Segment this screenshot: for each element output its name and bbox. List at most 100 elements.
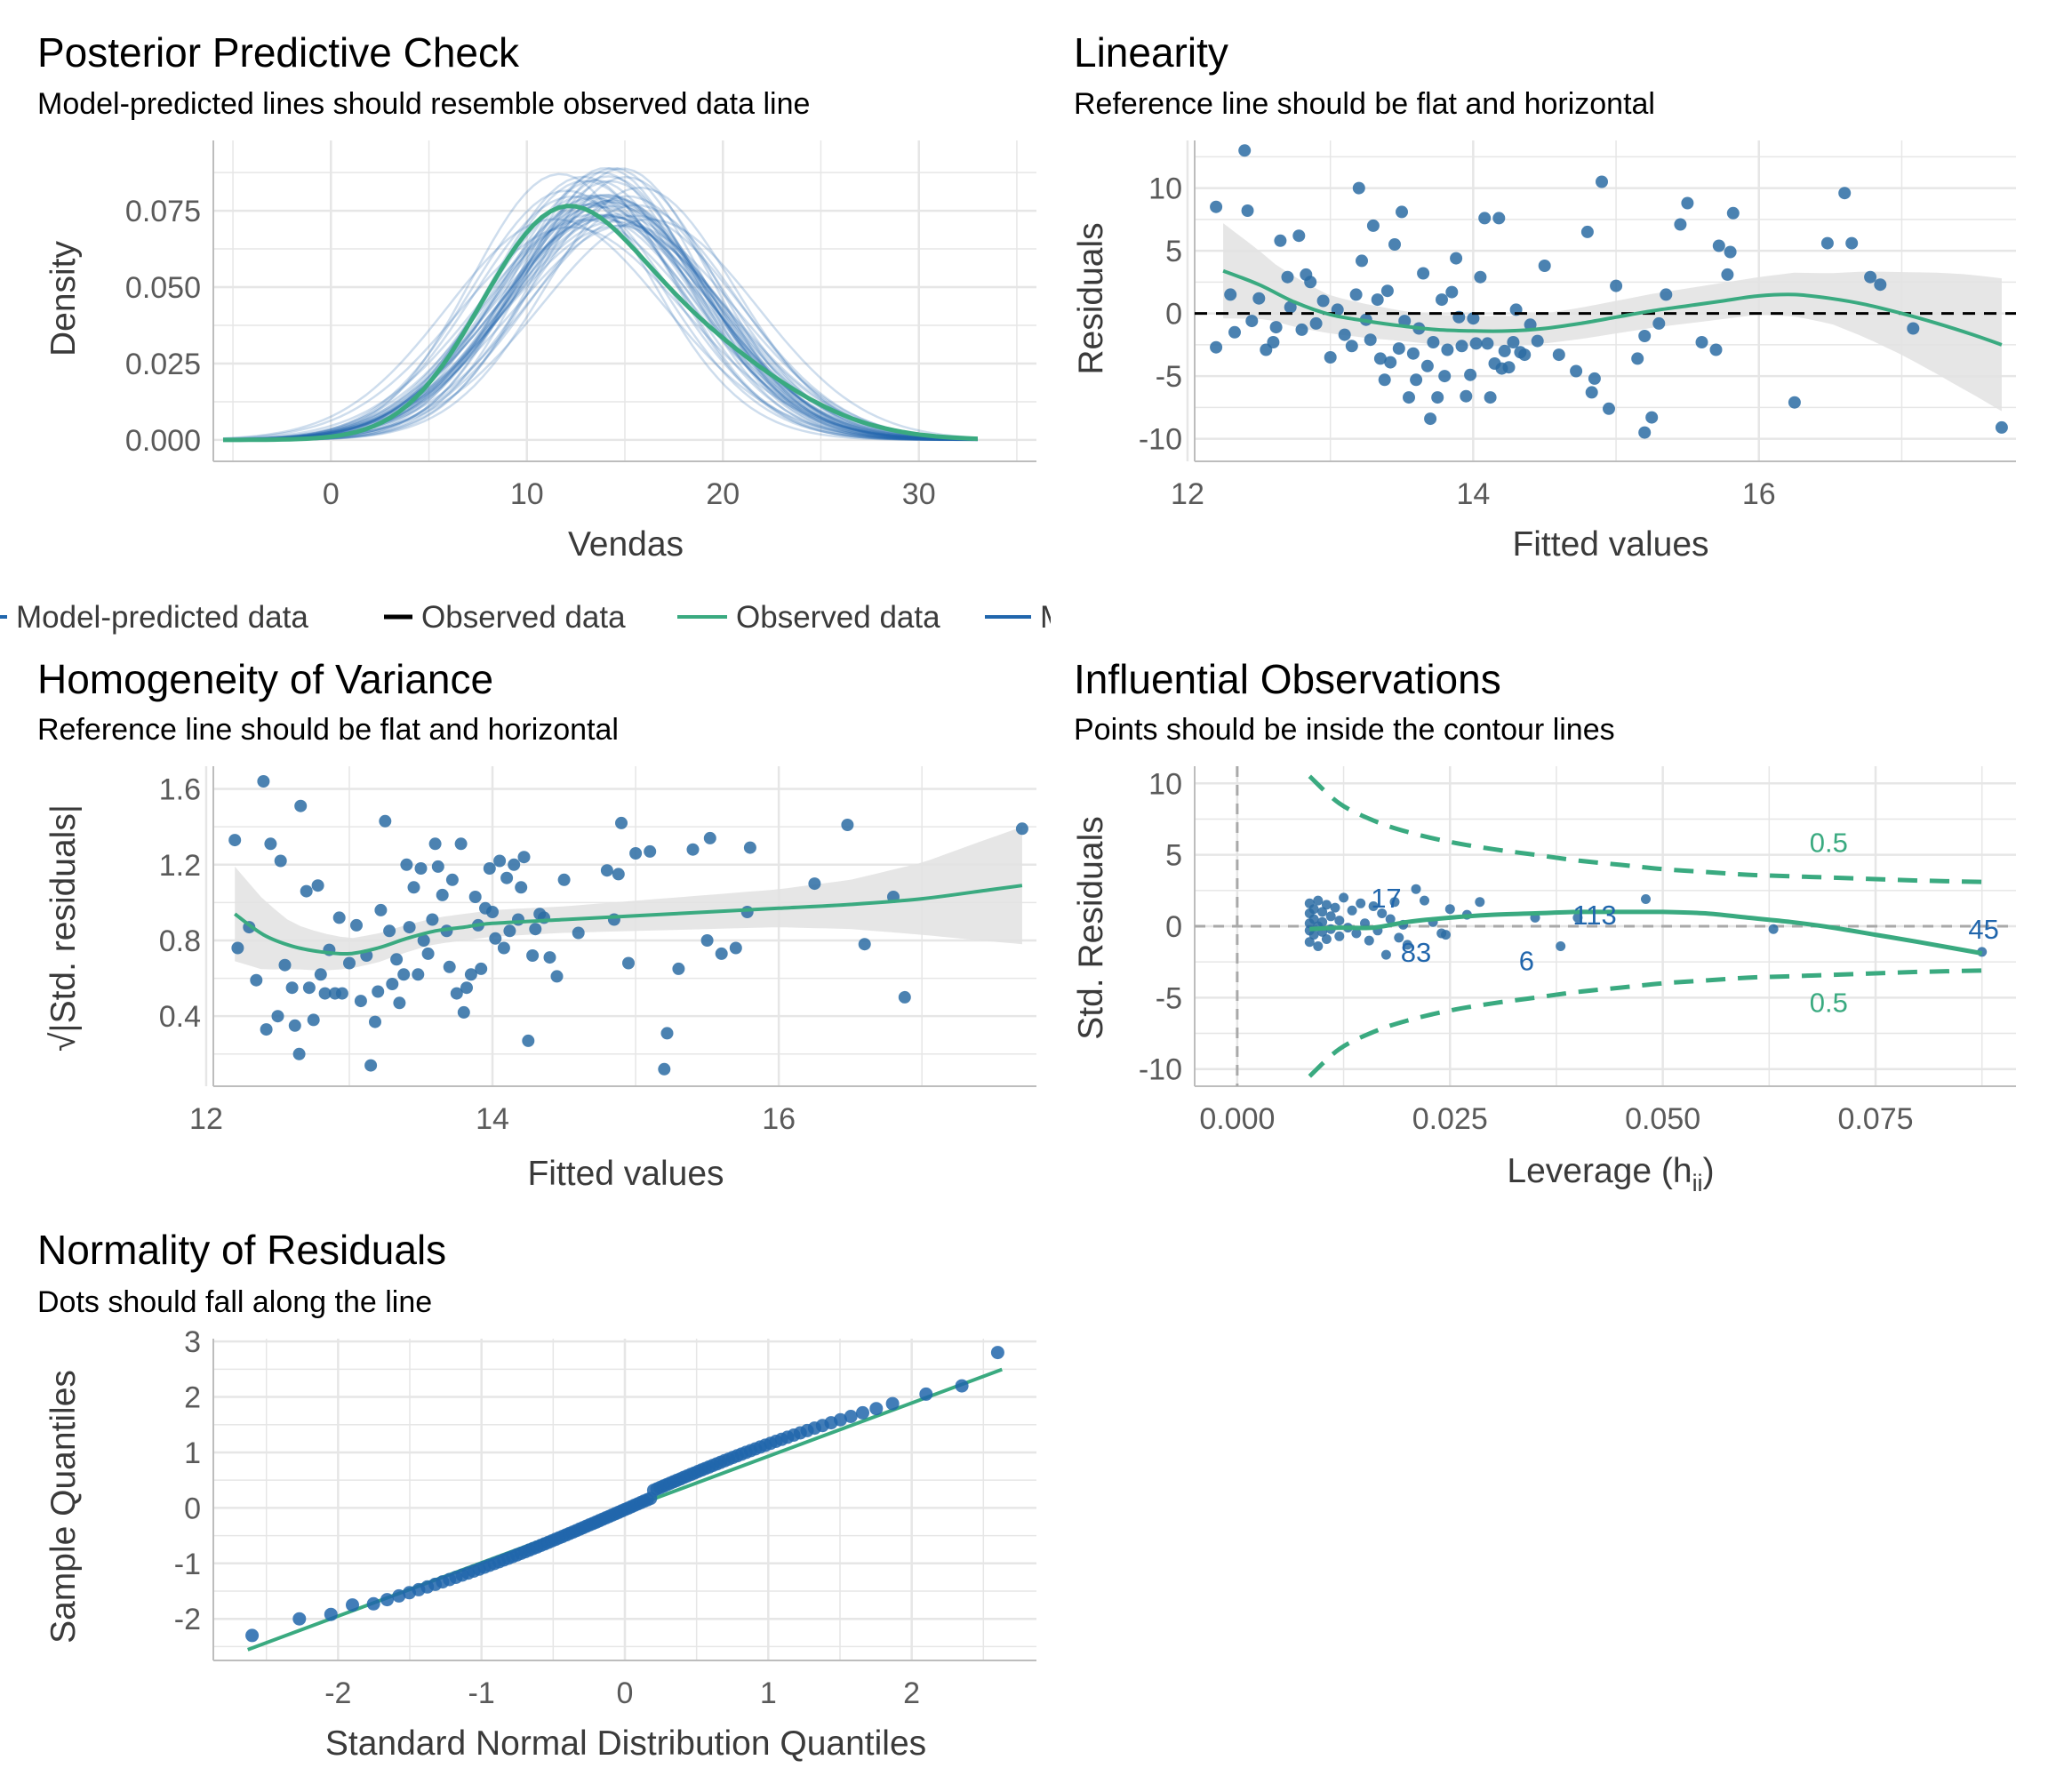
contour-label-lower: 0.5 (1810, 987, 1848, 1018)
qq-sample-point (856, 1405, 869, 1420)
scale-location-point (431, 860, 444, 873)
scale-location-point (403, 921, 416, 934)
scale-location-point (417, 934, 430, 947)
x-tick-label: 0 (323, 477, 340, 511)
scale-location-point (526, 949, 540, 962)
residual-point (1474, 270, 1487, 284)
x-axis-label: Leverage (hii) (1507, 1152, 1714, 1196)
predicted-density-line (223, 167, 978, 442)
panel-subtitle: Model-predicted lines should resemble ob… (37, 87, 810, 121)
scale-location-point (332, 911, 346, 924)
scale-location-point (400, 858, 413, 871)
residual-point (1631, 352, 1644, 365)
y-axis-label: Density (44, 240, 83, 356)
plot-area: 0 10 20 30 0.000 0.025 0.050 0.075 (125, 140, 1036, 511)
panel-title: Linearity (1074, 29, 1228, 76)
residual-point (1438, 370, 1452, 383)
qq-sample-point (919, 1387, 933, 1401)
scale-location-point (841, 819, 854, 831)
residual-point (1712, 239, 1725, 252)
predicted-density-line (222, 217, 978, 441)
qq-sample-point (869, 1402, 884, 1416)
scale-location-point (515, 881, 528, 894)
qq-sample-point (885, 1396, 900, 1411)
scale-location-point (529, 923, 542, 936)
residual-point (1596, 175, 1608, 188)
residual-point (1820, 236, 1834, 250)
panel-linearity: Linearity Reference line should be flat … (1072, 29, 2016, 564)
residual-point (1726, 206, 1740, 220)
leverage-point (1377, 908, 1388, 918)
residual-point (1281, 270, 1294, 284)
scale-location-point (421, 947, 435, 960)
leverage-point (1364, 935, 1374, 946)
scale-location-point (278, 958, 292, 972)
residual-point (1424, 412, 1437, 426)
x-axis-label-close: ) (1703, 1152, 1715, 1190)
residual-point (1267, 336, 1280, 348)
residual-point (1538, 260, 1551, 272)
scale-location-point (729, 941, 742, 955)
leverage-point (1317, 907, 1328, 917)
residual-point (1403, 391, 1415, 404)
scale-location-point (311, 879, 324, 892)
leverage-point (1368, 901, 1379, 911)
residual-point (1324, 351, 1337, 364)
residual-point (1352, 181, 1365, 195)
x-tick-label: 0 (617, 1676, 634, 1710)
scale-location-point (354, 995, 367, 1008)
residual-point (1478, 212, 1492, 225)
point-label: 45 (1968, 914, 1998, 945)
y-tick-label: 1 (184, 1436, 201, 1470)
predicted-density-line (222, 215, 978, 441)
residual-point (1373, 352, 1387, 365)
scale-location-point (260, 1023, 273, 1036)
predicted-density-line (223, 171, 978, 442)
scale-location-point (318, 987, 332, 1000)
leverage-point (1402, 940, 1412, 950)
y-axis-label: Std. Residuals (1072, 816, 1110, 1039)
residual-point (1507, 336, 1520, 348)
residual-point (1384, 356, 1397, 369)
predicted-density-line (222, 224, 978, 441)
residual-point (1681, 196, 1694, 210)
y-tick-label: 0.075 (125, 195, 201, 228)
residual-point (1309, 316, 1323, 330)
scale-location-point (364, 1059, 378, 1072)
residual-point (1531, 334, 1544, 348)
residual-point (1295, 323, 1308, 336)
scale-location-point (644, 844, 657, 858)
x-axis-label: Fitted values (527, 1155, 724, 1193)
residual-point (1502, 361, 1516, 374)
leverage-point (1304, 937, 1315, 948)
scale-location-point (428, 837, 442, 851)
y-tick-label: 5 (1165, 839, 1182, 873)
predicted-density-line (222, 212, 978, 441)
scale-location-point (390, 953, 404, 966)
leverage-point (1339, 892, 1349, 903)
scale-location-point (1015, 822, 1028, 836)
x-tick-label: 1 (760, 1676, 777, 1710)
x-tick-label: 16 (762, 1102, 796, 1136)
scale-location-point (700, 934, 714, 947)
predicted-density-line (222, 218, 978, 442)
residual-point (1645, 411, 1659, 424)
scale-location-point (503, 924, 516, 938)
scale-location-point (454, 837, 468, 851)
predicted-density-line (222, 226, 978, 441)
residual-point (1210, 340, 1223, 354)
scale-location-point (457, 1005, 470, 1019)
scale-location-point (307, 1013, 320, 1027)
residual-point (1588, 372, 1601, 385)
y-tick-label: 10 (1148, 172, 1182, 206)
predicted-density-line (223, 175, 978, 442)
plot-area: 12 14 16 -10 -5 0 5 10 (1139, 140, 2016, 511)
leverage-point (1394, 932, 1404, 943)
scale-location-point (489, 932, 502, 945)
y-tick-label: 0 (1165, 910, 1182, 944)
residual-point (1838, 187, 1852, 200)
scale-location-point (393, 996, 406, 1010)
qq-sample-point (392, 1588, 406, 1603)
scale-location-point (672, 962, 685, 975)
scale-location-point (343, 956, 356, 970)
